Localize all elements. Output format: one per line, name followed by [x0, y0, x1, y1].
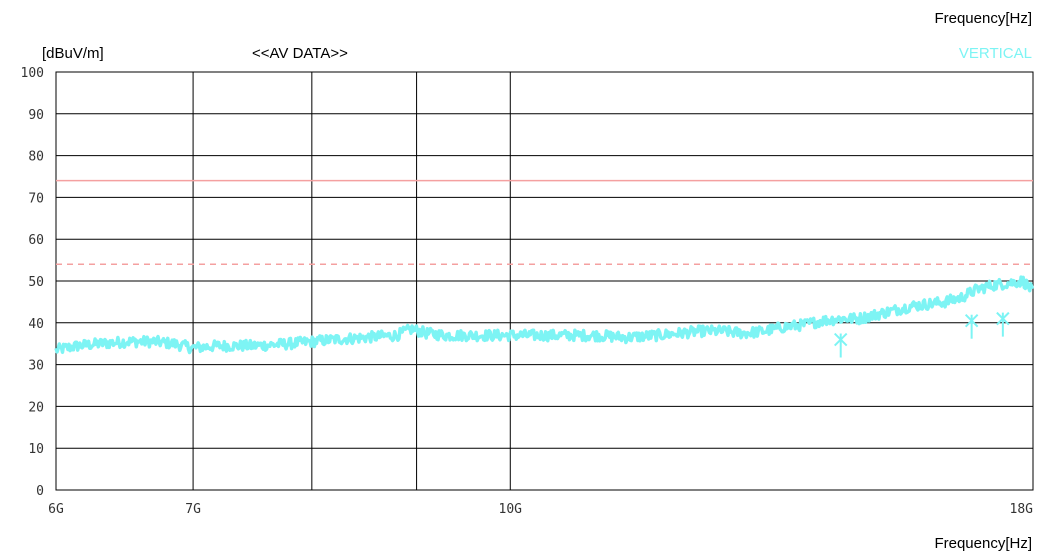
- peak-marker: [834, 332, 848, 358]
- x-tick-label: 10G: [499, 502, 523, 517]
- y-tick-label: 20: [28, 400, 44, 415]
- y-tick-label: 30: [28, 359, 44, 374]
- y-tick-label: 90: [28, 108, 44, 123]
- y-axis-unit-label: [dBuV/m]: [42, 45, 104, 62]
- x-axis-title-top: Frequency[Hz]: [934, 10, 1032, 27]
- peak-marker: [964, 314, 979, 339]
- grid-lines: [56, 72, 1033, 490]
- x-tick-label: 6G: [48, 502, 64, 517]
- data-series: [54, 275, 1035, 355]
- y-tick-label: 100: [21, 66, 44, 81]
- x-axis-title: Frequency[Hz]: [934, 535, 1032, 552]
- marker-cross: [996, 311, 1010, 326]
- y-tick-label: 0: [36, 484, 44, 499]
- peak-marker: [996, 311, 1010, 337]
- y-tick-label: 80: [28, 150, 44, 165]
- y-tick-label: 10: [28, 442, 44, 457]
- y-tick-label: 50: [28, 275, 44, 290]
- limit-lines: [56, 179, 1033, 266]
- y-tick-label: 40: [28, 317, 44, 332]
- y-tick-label: 60: [28, 233, 44, 248]
- x-tick-label: 7G: [185, 502, 201, 517]
- marker-cross: [834, 332, 848, 347]
- y-tick-labels: 0 10 20 30 40 50 60 70 80 90 100: [21, 66, 44, 499]
- x-tick-label: 18G: [1010, 502, 1034, 517]
- marker-cross: [964, 314, 979, 328]
- peak-markers: [834, 311, 1010, 358]
- legend-vertical: VERTICAL: [959, 45, 1032, 62]
- y-tick-label: 70: [28, 191, 44, 206]
- chart-title: <<AV DATA>>: [252, 45, 348, 62]
- x-tick-labels: 6G 7G 10G 18G: [48, 502, 1033, 517]
- vertical-trace: [54, 275, 1035, 355]
